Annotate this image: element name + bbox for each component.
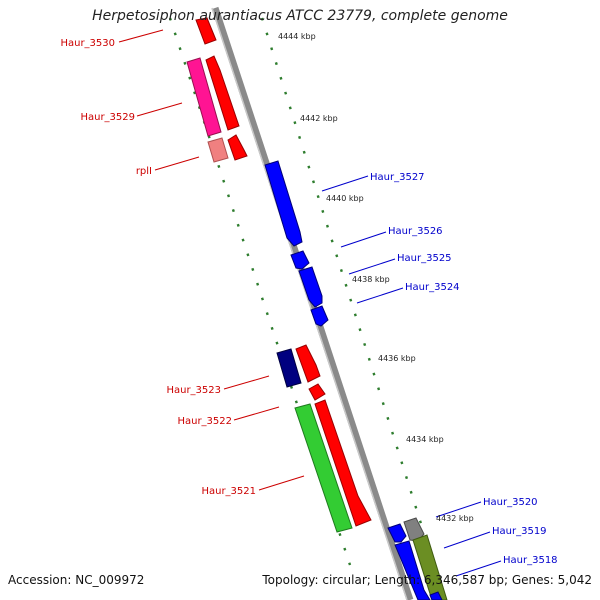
label-haur-3520: Haur_3520: [483, 497, 538, 508]
gene-rpli[interactable]: [207, 137, 229, 163]
leader-haur-3527: [321, 175, 369, 192]
label-haur-3529: Haur_3529: [80, 112, 135, 123]
gene-haur-3530[interactable]: [195, 17, 217, 45]
gene-haur-3524[interactable]: [310, 305, 329, 327]
leader-haur-3526: [340, 231, 387, 248]
label-haur-3521: Haur_3521: [201, 486, 256, 497]
leader-haur-3518: [455, 560, 502, 577]
tick-label-4442: 4442 kbp: [300, 114, 338, 123]
gene-haur-3521-partner[interactable]: [314, 399, 372, 527]
tick-label-4444: 4444 kbp: [278, 32, 316, 41]
tick-label-4432: 4432 kbp: [436, 514, 474, 523]
gene-haur-3522[interactable]: [308, 383, 326, 401]
leader-haur-3521: [258, 475, 305, 491]
label-haur-3522: Haur_3522: [177, 416, 232, 427]
label-rpli: rplI: [136, 166, 152, 177]
leader-haur-3522: [233, 406, 280, 421]
leader-haur-3524: [356, 287, 404, 304]
gene-haur-3523-partner[interactable]: [295, 344, 321, 383]
genome-backbone-highlight: [211, 7, 408, 600]
label-haur-3526: Haur_3526: [388, 226, 443, 237]
leader-haur-3529: [136, 102, 183, 117]
gene-haur-3529-partner[interactable]: [205, 55, 240, 131]
map-title: Herpetosiphon aurantiacus ATCC 23779, co…: [92, 8, 508, 24]
gene-haur-3518-b[interactable]: [429, 591, 443, 600]
leader-haur-3530: [118, 29, 164, 43]
label-haur-3530: Haur_3530: [60, 38, 115, 49]
tick-label-4434: 4434 kbp: [406, 435, 444, 444]
gene-haur-3519[interactable]: [387, 523, 407, 543]
label-haur-3524: Haur_3524: [405, 282, 460, 293]
label-haur-3525: Haur_3525: [397, 253, 452, 264]
tick-label-4440: 4440 kbp: [326, 194, 364, 203]
label-haur-3518: Haur_3518: [503, 555, 558, 566]
leader-haur-3520: [435, 501, 482, 518]
leader-haur-3519: [443, 531, 491, 549]
gene-haur-3519-b[interactable]: [394, 540, 431, 600]
leader-rpli: [154, 156, 200, 171]
gene-haur-3523[interactable]: [276, 348, 302, 388]
gene-haur-3525[interactable]: [298, 266, 323, 308]
leader-haur-3525: [348, 258, 396, 275]
label-haur-3523: Haur_3523: [166, 385, 221, 396]
gene-rpli-partner[interactable]: [227, 134, 248, 161]
gene-haur-3521[interactable]: [294, 403, 353, 533]
tick-label-4438: 4438 kbp: [352, 275, 390, 284]
accession-text: Accession: NC_009972: [8, 573, 145, 587]
gene-haur-3529[interactable]: [186, 57, 222, 137]
gene-haur-3518[interactable]: [412, 534, 448, 600]
gene-haur-3527[interactable]: [264, 160, 303, 247]
gene-haur-3526[interactable]: [290, 250, 310, 270]
tick-label-4436: 4436 kbp: [378, 354, 416, 363]
leader-haur-3523: [223, 375, 270, 390]
topology-text: Topology: circular; Length: 6,346,587 bp…: [262, 573, 592, 587]
label-haur-3519: Haur_3519: [492, 526, 547, 537]
label-haur-3527: Haur_3527: [370, 172, 425, 183]
